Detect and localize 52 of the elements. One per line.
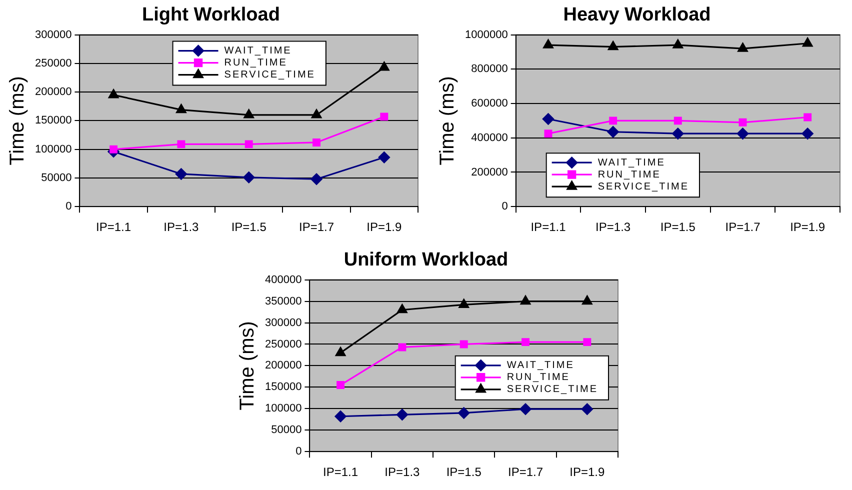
- y-tick-label: 200000: [34, 86, 72, 98]
- y-tick-label: 0: [502, 200, 508, 213]
- y-tick-label: 400000: [264, 274, 302, 286]
- x-tick-label: IP=1.9: [790, 220, 826, 234]
- x-tick-label: IP=1.9: [366, 220, 402, 234]
- x-tick-label: IP=1.5: [231, 220, 267, 234]
- y-tick-label: 400000: [471, 132, 508, 144]
- legend-label: WAIT_TIME: [598, 157, 666, 168]
- y-tick-label: 100000: [34, 143, 72, 156]
- x-tick-label: IP=1.9: [570, 465, 606, 480]
- x-tick-label: IP=1.5: [446, 465, 482, 480]
- y-tick-label: 200000: [264, 360, 302, 372]
- y-tick-label: 200000: [471, 166, 508, 178]
- chart-title: Uniform Workload: [344, 250, 508, 271]
- legend-label: RUN_TIME: [506, 372, 570, 384]
- y-tick-label: 0: [296, 446, 302, 458]
- x-tick-label: IP=1.5: [660, 220, 696, 234]
- legend-label: RUN_TIME: [598, 169, 661, 180]
- legend-label: SERVICE_TIME: [506, 384, 598, 396]
- y-tick-label: 0: [66, 200, 72, 213]
- x-tick-label: IP=1.1: [530, 220, 566, 234]
- y-axis-title: Time (ms): [436, 76, 459, 166]
- y-tick-label: 250000: [264, 338, 302, 350]
- chart-title: Light Workload: [142, 4, 280, 26]
- legend-label: WAIT_TIME: [506, 360, 574, 372]
- x-tick-label: IP=1.7: [298, 220, 334, 234]
- legend-label: SERVICE_TIME: [598, 181, 689, 192]
- y-tick-label: 600000: [471, 98, 508, 110]
- y-tick-label: 300000: [34, 28, 72, 41]
- y-tick-label: 350000: [264, 295, 302, 308]
- x-tick-label: IP=1.3: [384, 465, 420, 480]
- y-axis-title: Time (ms): [6, 76, 29, 166]
- y-axis-title: Time (ms): [236, 321, 259, 410]
- y-tick-label: 150000: [264, 381, 302, 394]
- y-tick-label: 250000: [34, 57, 72, 70]
- x-tick-label: IP=1.7: [508, 465, 544, 480]
- y-tick-label: 300000: [264, 316, 302, 329]
- x-tick-label: IP=1.1: [96, 220, 132, 234]
- y-tick-label: 1000000: [464, 28, 508, 41]
- y-tick-label: 50000: [41, 172, 72, 184]
- y-tick-label: 50000: [271, 424, 302, 436]
- legend-label: RUN_TIME: [224, 58, 288, 69]
- y-tick-label: 100000: [264, 402, 302, 415]
- x-tick-label: IP=1.3: [596, 220, 631, 234]
- x-tick-label: IP=1.3: [164, 220, 200, 234]
- y-tick-label: 150000: [34, 114, 72, 127]
- legend-label: SERVICE_TIME: [224, 70, 316, 81]
- x-tick-label: IP=1.1: [323, 465, 358, 480]
- y-tick-label: 800000: [471, 63, 508, 76]
- legend-label: WAIT_TIME: [224, 46, 292, 57]
- x-tick-label: IP=1.7: [725, 220, 761, 234]
- chart-title: Heavy Workload: [563, 4, 711, 26]
